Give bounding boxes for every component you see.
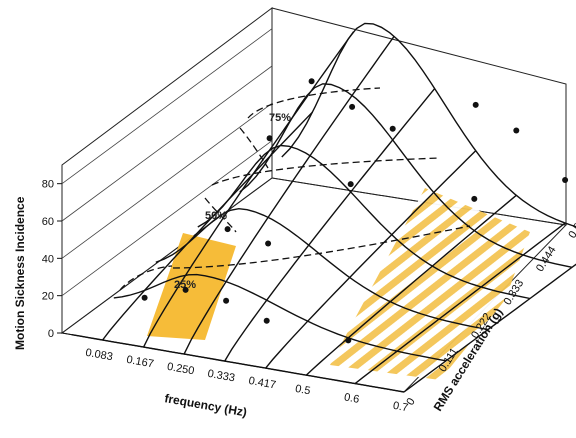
contour-label-25: 25% <box>174 279 196 291</box>
data-point <box>471 195 478 202</box>
x-tick-label: 0.083 <box>84 347 113 364</box>
contour-50-left <box>204 197 237 233</box>
rail-1 <box>61 332 405 393</box>
x-tick-label: 0.333 <box>207 368 236 385</box>
wall-gridline <box>61 65 273 222</box>
z-tick-label: 40 <box>42 253 54 265</box>
wall-gridline <box>61 103 273 259</box>
wall-gridline <box>61 28 273 184</box>
data-point <box>263 317 270 324</box>
contour-lines <box>119 87 471 291</box>
contour-75-left <box>239 127 269 169</box>
data-point <box>182 286 189 293</box>
mesh-line-frequency <box>224 88 436 362</box>
z-tick-label: 20 <box>42 291 54 303</box>
contour-75 <box>247 87 381 119</box>
highlight-region-striped <box>330 188 530 380</box>
data-point <box>347 181 354 188</box>
mesh-line-acceleration <box>113 273 447 362</box>
mesh-line-frequency <box>102 111 314 341</box>
mesh-line-acceleration <box>155 207 489 331</box>
highlight-band-solid <box>147 233 236 340</box>
wall-gridline <box>61 140 273 296</box>
mesh-line-acceleration <box>197 144 531 300</box>
z-axis-title: Motion Sickness Incidence <box>13 196 27 350</box>
data-point <box>389 125 396 132</box>
contour-50 <box>211 157 441 186</box>
data-point <box>513 127 520 134</box>
contour-label-75: 75% <box>269 112 291 124</box>
z-tick-label: 80 <box>42 179 54 191</box>
mesh-line-frequency <box>142 31 355 348</box>
mesh-line-acceleration <box>239 83 573 268</box>
mesh-line-frequency <box>265 150 477 369</box>
y-tick-label: 0 <box>404 396 417 408</box>
z-tick-label: 0 <box>48 328 54 340</box>
contour-25 <box>172 225 471 269</box>
data-point <box>308 78 315 85</box>
z-tick-label: 60 <box>42 216 54 228</box>
x-tick-label: 0.167 <box>126 354 155 371</box>
contour-25-left <box>119 265 173 291</box>
data-point <box>349 103 356 110</box>
data-point <box>345 337 352 344</box>
mesh-line-frequency <box>403 263 576 393</box>
data-point <box>562 177 569 183</box>
x-tick-label: 0.417 <box>248 375 277 392</box>
data-point <box>472 101 479 108</box>
data-point <box>224 226 231 233</box>
data-point <box>265 240 272 247</box>
y-tick-label: 0.555 <box>566 211 576 241</box>
mesh-line-frequency <box>183 35 395 355</box>
z-axis-ticks: 0 20 40 60 80 <box>42 179 62 340</box>
mesh-line-frequency <box>305 194 517 376</box>
mesh-line-acceleration <box>281 22 576 228</box>
mesh-line-frequency <box>354 222 566 385</box>
data-point <box>141 294 148 301</box>
observed-points <box>141 78 569 344</box>
surface-mesh <box>71 22 576 393</box>
contour-label-50: 50% <box>205 210 227 222</box>
x-tick-label: 0.6 <box>343 391 360 405</box>
data-point <box>266 135 273 142</box>
frequency-rails <box>61 332 405 393</box>
wall-gridlines <box>61 28 273 296</box>
back-wall <box>271 7 567 226</box>
x-tick-label: 0.5 <box>294 383 311 397</box>
data-point <box>223 297 230 304</box>
x-axis-title: frequency (Hz) <box>163 391 248 419</box>
x-axis-ticks: 0.083 0.167 0.250 0.333 0.417 0.5 0.6 0.7 <box>84 347 409 415</box>
x-tick-label: 0.7 <box>392 400 409 414</box>
x-tick-label: 0.250 <box>166 361 195 378</box>
